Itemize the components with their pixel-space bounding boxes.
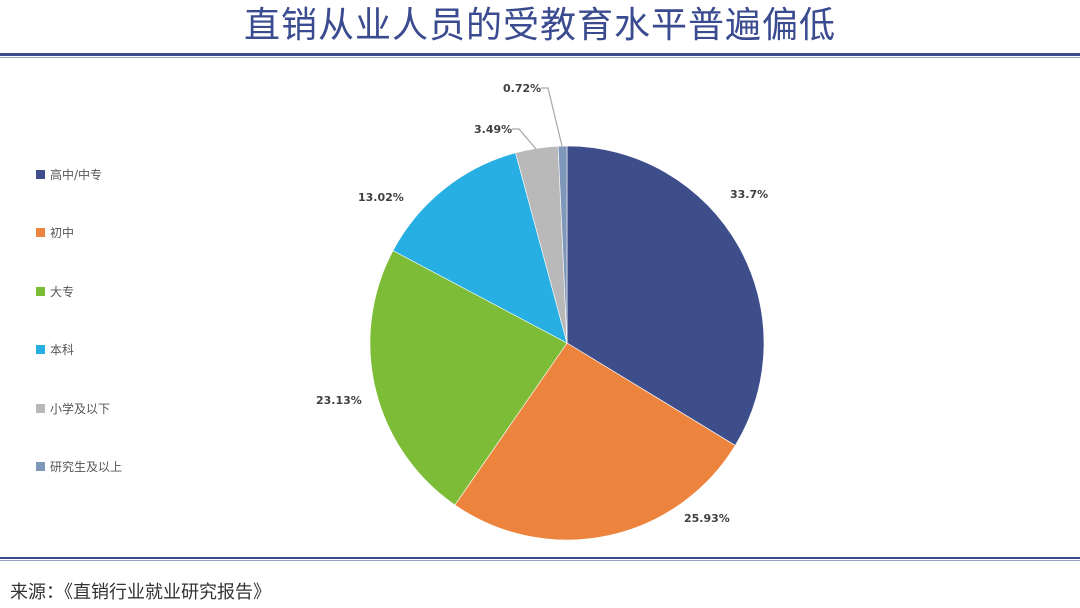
legend-label: 小学及以下: [50, 401, 111, 416]
data-label-gaozhong: 33.7%: [730, 188, 768, 201]
pie-slice-5: [557, 145, 568, 344]
pie-slice-3: [392, 152, 568, 344]
leader-line-3.49: [512, 128, 537, 150]
title-divider-thin: [0, 57, 1080, 58]
leader-line-0.72: [541, 87, 563, 147]
legend-item-dazhuan: 大专: [36, 262, 122, 321]
legend-swatch: [36, 228, 45, 238]
pie-slices: [369, 145, 765, 541]
legend-label: 初中: [50, 226, 75, 241]
legend-item-xiaoxue: 小学及以下: [36, 379, 122, 438]
data-label-xiaoxue: 3.49%: [474, 123, 512, 136]
pie-slice-0: [566, 145, 765, 446]
legend-label: 大专: [50, 284, 75, 299]
legend-swatch: [36, 462, 45, 472]
title-divider: [0, 53, 1080, 56]
legend-label: 本科: [50, 343, 75, 358]
legend-item-yanjiusheng: 研究生及以上: [36, 438, 122, 497]
leader-lines: [512, 87, 563, 150]
data-label-yanjiusheng: 0.72%: [503, 82, 541, 95]
data-label-chuzhong: 25.93%: [684, 512, 730, 525]
legend-item-chuzhong: 初中: [36, 204, 122, 263]
data-label-benke: 13.02%: [358, 191, 404, 204]
pie-slice-2: [369, 250, 568, 506]
page-title: 直销从业人员的受教育水平普遍偏低: [243, 5, 836, 46]
legend-swatch: [36, 286, 45, 296]
legend-swatch: [36, 345, 45, 355]
legend-item-benke: 本科: [36, 321, 122, 380]
legend-label: 研究生及以上: [50, 460, 123, 475]
legend-swatch: [36, 169, 45, 179]
footer-divider-thin: [0, 560, 1080, 561]
legend-swatch: [36, 403, 45, 413]
legend-label: 高中/中专: [50, 167, 103, 182]
footer-divider: [0, 557, 1080, 559]
source-note: 来源：《直销行业就业研究报告》: [10, 582, 271, 603]
legend-item-gaozhong: 高中/中专: [36, 145, 122, 204]
data-labels: 33.7% 25.93% 23.13% 13.02% 3.49% 0.72%: [316, 82, 768, 525]
data-label-dazhuan: 23.13%: [316, 394, 362, 407]
pie-slice-1: [454, 342, 736, 541]
legend: 高中/中专 初中 大专 本科 小学及以下 研究生及以上: [36, 145, 122, 496]
